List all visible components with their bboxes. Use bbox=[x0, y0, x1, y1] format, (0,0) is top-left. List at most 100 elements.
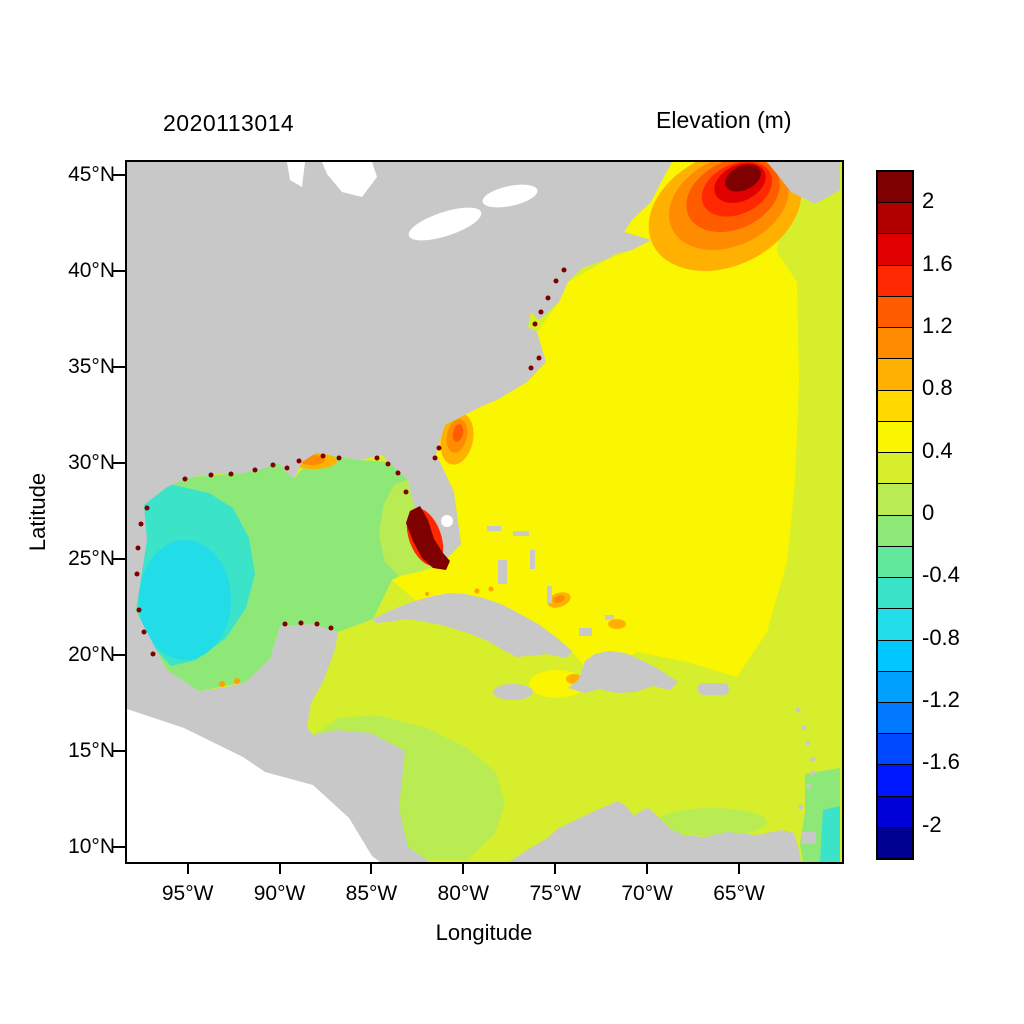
land-masses bbox=[127, 162, 840, 862]
land-cuba bbox=[373, 593, 572, 658]
colorbar-segment bbox=[878, 764, 912, 796]
colorbar-tick-label: 0.8 bbox=[922, 375, 953, 401]
x-tick-mark bbox=[646, 862, 649, 874]
x-tick-label: 75°W bbox=[529, 882, 582, 905]
x-tick-label: 95°W bbox=[161, 882, 214, 905]
colorbar-segment bbox=[878, 545, 912, 578]
x-tick-mark bbox=[370, 862, 373, 874]
land-jamaica bbox=[493, 684, 533, 700]
y-tick-label: 40°N bbox=[68, 259, 115, 283]
x-tick-label: 90°W bbox=[253, 882, 306, 905]
colorbar-segment bbox=[878, 639, 912, 671]
colorbar-segment bbox=[878, 358, 912, 390]
land-lesser-antilles bbox=[795, 707, 816, 810]
y-tick-label: 20°N bbox=[68, 642, 115, 666]
georgia-coast-high bbox=[440, 413, 474, 465]
land-hispaniola bbox=[568, 651, 678, 693]
colorbar-tick-label: -0.4 bbox=[922, 562, 960, 588]
colorbar-title: Elevation (m) bbox=[656, 107, 792, 133]
colorbar-segment bbox=[878, 608, 912, 640]
colorbar-segment bbox=[878, 420, 912, 453]
y-tick-label: 10°N bbox=[68, 834, 115, 858]
y-tick-mark bbox=[113, 462, 125, 465]
map-plot-area bbox=[125, 160, 844, 864]
lake-michigan bbox=[287, 162, 305, 187]
y-tick-mark bbox=[113, 845, 125, 848]
colorbar-segment bbox=[878, 264, 912, 296]
y-tick-label: 30°N bbox=[68, 451, 115, 475]
colorbar-tick-label: 1.6 bbox=[922, 250, 953, 276]
colorbar bbox=[876, 170, 914, 860]
y-tick-mark bbox=[113, 653, 125, 656]
land-trinidad bbox=[802, 832, 816, 844]
colorbar-tick-label: -2 bbox=[922, 811, 942, 837]
x-tick-label: 85°W bbox=[345, 882, 398, 905]
y-tick-mark bbox=[113, 270, 125, 273]
x-tick-label: 70°W bbox=[621, 882, 673, 905]
atlantic-yellow-field bbox=[392, 162, 799, 677]
land-puerto-rico bbox=[698, 683, 729, 695]
map-canvas bbox=[127, 162, 842, 862]
x-tick-label: 80°W bbox=[437, 882, 490, 905]
colorbar-segment bbox=[878, 733, 912, 765]
colorbar-tick-label: -1.6 bbox=[922, 749, 960, 775]
colorbar-segment bbox=[878, 172, 912, 203]
lakes bbox=[287, 162, 538, 527]
coastal-high-speckles bbox=[134, 267, 567, 657]
x-tick-mark bbox=[554, 862, 557, 874]
y-tick-label: 25°N bbox=[68, 547, 115, 571]
colorbar-segment bbox=[878, 514, 912, 546]
pacific-outside-domain bbox=[127, 709, 380, 862]
colorbar-segment bbox=[878, 327, 912, 359]
colorbar-segment bbox=[878, 826, 912, 859]
west-caribbean-field bbox=[313, 715, 505, 860]
y-tick-label: 15°N bbox=[68, 738, 115, 762]
lake-ontario bbox=[482, 184, 538, 208]
y-axis-label: Latitude bbox=[25, 472, 50, 552]
y-tick-mark bbox=[113, 366, 125, 369]
colorbar-tick-label: 0 bbox=[922, 500, 935, 525]
colorbar-tick-label: 1.2 bbox=[922, 312, 953, 338]
lake-erie bbox=[408, 207, 482, 241]
colorbar-segment bbox=[878, 483, 912, 515]
x-axis-label: Longitude bbox=[435, 920, 533, 945]
x-tick-mark bbox=[462, 862, 465, 874]
y-tick-label: 35°N bbox=[68, 355, 115, 379]
land-north-america bbox=[127, 162, 672, 862]
x-tick-label: 65°W bbox=[713, 882, 765, 905]
x-tick-mark bbox=[186, 862, 189, 874]
y-tick-mark bbox=[113, 174, 125, 177]
colorbar-tick-label: -1.2 bbox=[922, 687, 960, 713]
land-south-america bbox=[509, 801, 801, 862]
southwest-florida-high bbox=[406, 506, 450, 570]
lake-huron bbox=[322, 162, 377, 197]
colorbar-segment bbox=[878, 577, 912, 609]
gulf-of-maine-high bbox=[648, 162, 802, 271]
land-bahamas bbox=[487, 526, 614, 636]
lake-okeechobee bbox=[441, 515, 453, 527]
colorbar-segment bbox=[878, 389, 912, 421]
colorbar-segment bbox=[878, 233, 912, 265]
y-tick-label: 45°N bbox=[68, 163, 115, 187]
y-tick-mark bbox=[113, 749, 125, 752]
land-nova-scotia bbox=[767, 162, 840, 204]
colorbar-segment bbox=[878, 452, 912, 484]
west-gulf-low-core bbox=[139, 540, 231, 660]
colorbar-segment bbox=[878, 295, 912, 328]
run-timestamp-title: 2020113014 bbox=[163, 110, 295, 136]
colorbar-segment bbox=[878, 202, 912, 234]
venezuela-coastal-band bbox=[657, 808, 767, 836]
colorbar-tick-label: 0.4 bbox=[922, 437, 953, 463]
se-corner-turquoise bbox=[820, 806, 840, 862]
colorbar-segment bbox=[878, 795, 912, 827]
x-tick-mark bbox=[278, 862, 281, 874]
bahamas-orange-spots bbox=[547, 592, 626, 629]
y-tick-mark bbox=[113, 558, 125, 561]
colorbar-segment bbox=[878, 701, 912, 734]
colorbar-tick-label: -0.8 bbox=[922, 624, 960, 650]
colorbar-segment bbox=[878, 670, 912, 702]
x-tick-mark bbox=[738, 862, 741, 874]
colorbar-tick-label: 2 bbox=[922, 188, 935, 214]
coastal-orange-speckles bbox=[219, 586, 494, 687]
